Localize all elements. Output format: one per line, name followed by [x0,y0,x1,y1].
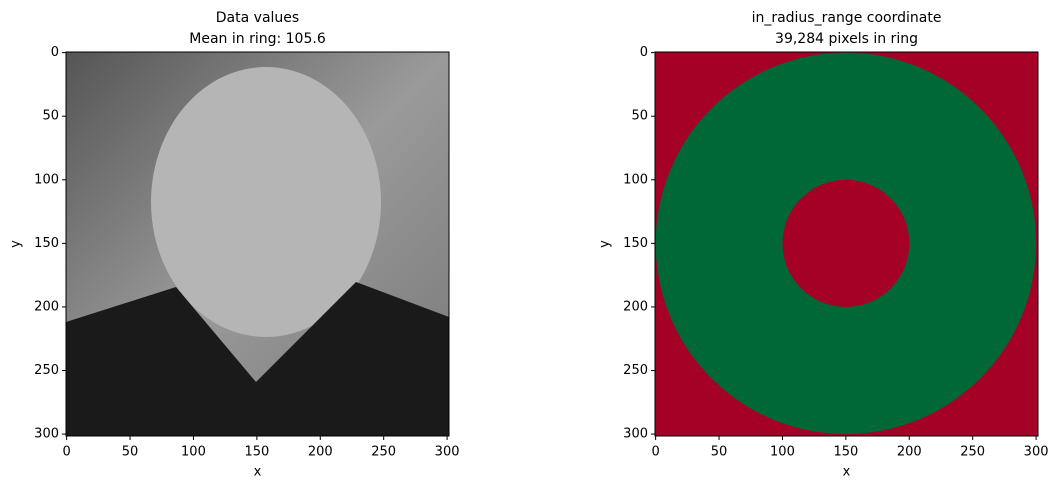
photo-jacket [66,282,449,436]
x-tick-label: 150 [833,445,858,460]
y-tick-label: 0 [640,45,648,60]
y-tick-label: 300 [623,427,648,442]
y-tick-label: 50 [42,109,59,124]
y-tick-label: 150 [623,236,648,251]
chart-title: Data values [216,10,299,26]
x-tick-label: 0 [651,445,659,460]
axes-frame [654,51,1039,437]
y-tick-label: 150 [34,236,59,251]
y-axis-label: y [9,240,24,248]
x-tick-label: 250 [371,445,396,460]
y-tick-label: 100 [623,172,648,187]
x-tick-label: 100 [181,445,206,460]
x-tick-label: 0 [62,445,70,460]
x-tick-label: 250 [960,445,985,460]
y-tick-label: 0 [51,45,59,60]
y-axis-label: y [598,240,613,248]
x-tick-label: 300 [435,445,460,460]
y-tick-label: 250 [623,363,648,378]
x-tick-label: 50 [122,445,139,460]
chart-title: 39,284 pixels in ring [775,31,918,47]
chart-title: Mean in ring: 105.6 [189,31,326,47]
panel: 0 50 100 150 200 250 300050100150200250300xyDa… [9,10,460,480]
chart-title: in_radius_range coordinate [752,10,942,26]
x-axis-label: x [254,465,262,480]
y-tick-label: 100 [34,172,59,187]
x-tick-label: 300 [1024,445,1049,460]
photo-face [151,67,381,337]
y-tick-label: 200 [623,299,648,314]
y-tick-label: 300 [34,427,59,442]
x-tick-label: 150 [244,445,269,460]
ring [655,52,1037,435]
x-tick-label: 100 [770,445,795,460]
panel: 0 50 100 150 200 250 300050100150200250300xyin… [598,10,1049,480]
x-tick-label: 200 [897,445,922,460]
axes-frame [65,51,450,437]
x-tick-label: 50 [711,445,728,460]
x-tick-label: 200 [308,445,333,460]
y-tick-label: 250 [34,363,59,378]
x-axis-label: x [843,465,851,480]
y-tick-label: 50 [631,109,648,124]
y-tick-label: 200 [34,299,59,314]
